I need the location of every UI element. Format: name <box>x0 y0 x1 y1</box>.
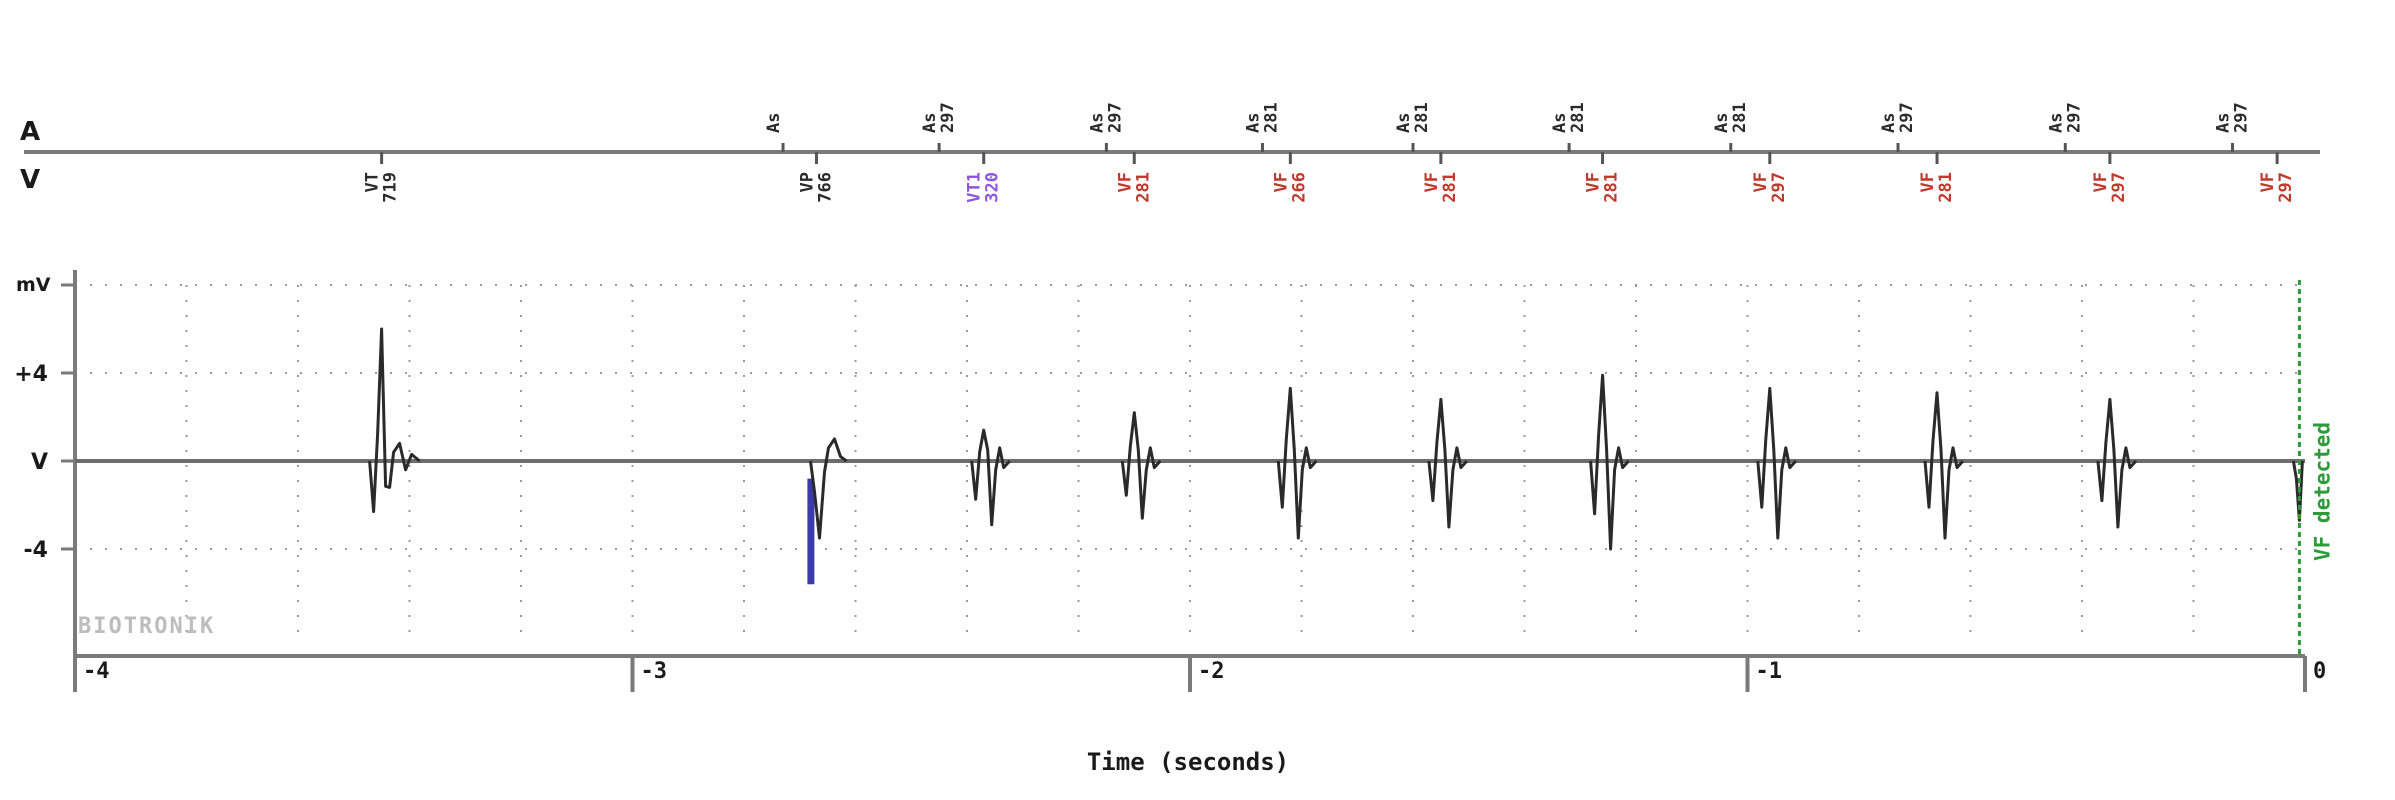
atrial-marker-interval: 281 <box>1261 102 1281 133</box>
vf-detected-label: VF detected <box>2310 422 2334 561</box>
egm-complex <box>368 327 421 514</box>
vf-detected-text: VF detected <box>2310 422 2334 561</box>
ventricular-marker-interval: 719 <box>381 172 401 203</box>
atrial-marker-interval: 297 <box>938 102 958 133</box>
atrial-marker-name: As <box>1394 113 1414 133</box>
ventricular-marker-interval: 281 <box>1440 172 1460 203</box>
egm-complex <box>1756 386 1797 540</box>
atrial-marker-name: As <box>1243 113 1263 133</box>
egm-complex <box>1923 391 1965 540</box>
ventricular-marker-interval: 281 <box>1133 172 1153 203</box>
atrial-marker-interval: 281 <box>1568 102 1588 133</box>
ventricular-marker-interval: 281 <box>1936 172 1956 203</box>
egm-trace: VF detected <box>368 280 2334 656</box>
ventricular-marker-name: VF <box>1422 172 1442 192</box>
biotronik-logo: BIOTRONIK <box>78 614 215 639</box>
atrial-marker-name: As <box>1087 113 1107 133</box>
y-unit-label: mV <box>16 274 51 296</box>
atrial-marker-name: As <box>1712 113 1732 133</box>
atrial-marker-interval: 297 <box>1897 102 1917 133</box>
atrial-marker-name: As <box>764 113 784 133</box>
x-tick-label: -2 <box>1198 659 1225 684</box>
atrial-marker-name: As <box>920 113 940 133</box>
egm-complex <box>2291 460 2304 522</box>
ventricular-marker-interval: 320 <box>983 172 1003 203</box>
x-tick-label: -4 <box>83 659 110 684</box>
v-channel-label: V <box>20 165 40 195</box>
ventricular-marker-name: VF <box>1271 172 1291 192</box>
ventricular-marker-interval: 297 <box>1769 172 1789 203</box>
labels: A V mV Time (seconds) BIOTRONIK <box>16 117 1289 776</box>
atrial-marker-name: As <box>1879 113 1899 133</box>
atrial-marker-interval: 281 <box>1730 102 1750 133</box>
atrial-marker-name: As <box>2046 113 2066 133</box>
egm-complex <box>1276 386 1318 540</box>
x-tick-label: -1 <box>1756 659 1783 684</box>
atrial-marker-interval: 281 <box>1412 102 1432 133</box>
y-tick-label: -4 <box>24 538 48 563</box>
ventricular-marker-interval: 766 <box>815 172 835 203</box>
atrial-marker-interval: 297 <box>2064 102 2084 133</box>
x-tick-label: 0 <box>2313 659 2326 684</box>
ventricular-marker-name: VF <box>1918 172 1938 192</box>
ventricular-marker-interval: 266 <box>1289 172 1309 203</box>
x-tick-label: -3 <box>641 659 668 684</box>
ventricular-marker-name: VF <box>1115 172 1135 192</box>
egm-complex <box>809 437 848 540</box>
egm-complex <box>1589 373 1630 551</box>
y-tick-label: +4 <box>14 362 48 387</box>
axes: +4 V -4 -4 -3 -2 -1 0 <box>14 270 2326 692</box>
a-channel-label: A <box>20 117 40 147</box>
ventricular-marker-name: VP <box>797 172 817 192</box>
egm-complex <box>1120 411 1162 520</box>
atrial-marker-interval: 297 <box>1105 102 1125 133</box>
ventricular-marker-name: VF <box>2091 172 2111 192</box>
ventricular-marker-name: VT <box>363 172 383 192</box>
egm-complex <box>970 428 1011 527</box>
egm-complex <box>2096 397 2138 529</box>
ventricular-marker-interval: 281 <box>1602 172 1622 203</box>
x-axis-title: Time (seconds) <box>1087 748 1289 776</box>
ventricular-marker-name: VT1 <box>965 172 985 203</box>
ventricular-marker-interval: 297 <box>2109 172 2129 203</box>
atrial-marker-interval: 297 <box>2232 102 2252 133</box>
ventricular-marker-name: VF <box>2258 172 2278 192</box>
grid <box>75 284 2305 645</box>
atrial-marker-label: As <box>764 113 784 133</box>
y-tick-label: V <box>31 450 48 475</box>
ventricular-marker-interval: 297 <box>2276 172 2296 203</box>
ventricular-marker-name: VF <box>1584 172 1604 192</box>
atrial-marker-name: As <box>2214 113 2234 133</box>
egm-complex <box>1427 397 1469 529</box>
atrial-marker-name: As <box>1550 113 1570 133</box>
ventricular-marker-name: VF <box>1751 172 1771 192</box>
